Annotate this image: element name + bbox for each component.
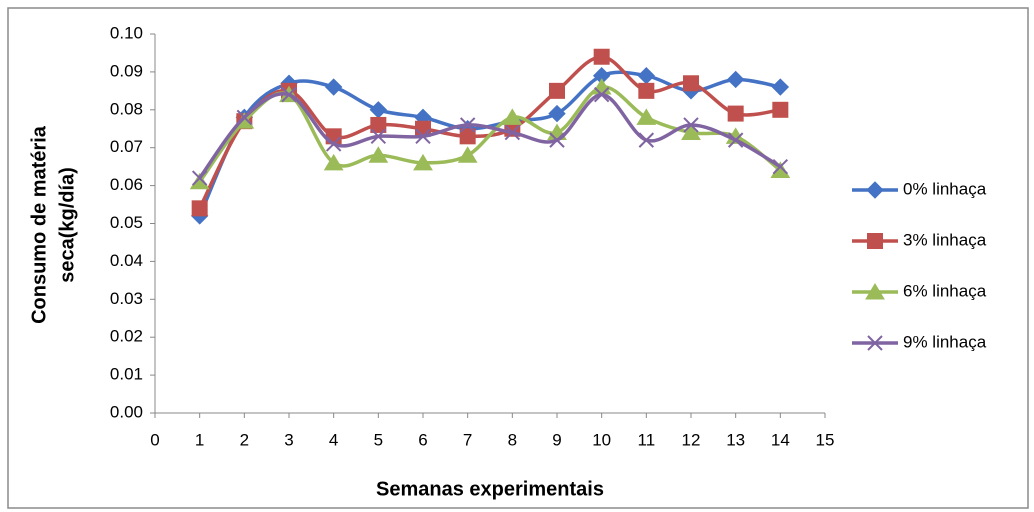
marker [638, 82, 655, 99]
marker [549, 82, 565, 99]
marker [236, 109, 253, 126]
x-tick-label: 4 [329, 430, 338, 449]
marker [548, 104, 566, 123]
marker [593, 86, 610, 103]
legend-label: 9% linhaça [903, 332, 987, 351]
marker [324, 78, 343, 96]
marker [368, 146, 389, 163]
y-tick-label: 0.04 [110, 251, 143, 270]
marker [323, 153, 344, 171]
y-tick-label: 0.06 [110, 175, 143, 194]
marker [772, 101, 789, 118]
marker [370, 116, 387, 133]
marker [867, 233, 883, 249]
x-tick-label: 3 [284, 430, 293, 449]
marker [413, 153, 433, 171]
y-tick-label: 0.05 [110, 213, 143, 232]
marker [727, 132, 744, 148]
marker [636, 108, 657, 125]
marker [325, 136, 342, 152]
legend-label: 0% linhaça [903, 179, 987, 198]
marker [504, 124, 521, 141]
marker [459, 117, 476, 133]
y-tick-label: 0.01 [110, 365, 143, 384]
marker [638, 132, 655, 148]
x-tick-label: 11 [638, 430, 656, 449]
x-tick-label: 14 [771, 430, 790, 449]
marker [772, 158, 789, 175]
y-tick-label: 0.08 [110, 99, 143, 118]
marker [415, 128, 431, 145]
marker [726, 70, 745, 89]
y-tick-label: 0.10 [110, 23, 143, 42]
x-tick-label: 0 [150, 430, 159, 449]
x-tick-label: 5 [374, 430, 383, 449]
legend-label: 6% linhaça [903, 281, 987, 300]
marker [683, 117, 699, 133]
y-axis-label: seca(kg/día) [56, 167, 78, 283]
y-tick-label: 0.02 [110, 327, 143, 346]
marker [867, 335, 883, 351]
marker [370, 128, 387, 145]
marker [281, 86, 297, 103]
x-tick-label: 7 [463, 430, 472, 449]
legend-label: 3% linhaça [903, 230, 987, 249]
marker [681, 123, 701, 141]
y-axis-label: Consumo de matéria [28, 125, 50, 324]
marker [502, 108, 523, 125]
x-tick-label: 6 [418, 430, 427, 449]
marker [683, 75, 699, 92]
marker [191, 170, 208, 186]
marker [771, 78, 790, 96]
marker [549, 132, 565, 148]
marker [593, 48, 610, 65]
y-tick-label: 0.00 [110, 402, 143, 421]
x-tick-label: 8 [508, 430, 517, 449]
x-tick-label: 12 [682, 430, 701, 449]
y-tick-label: 0.03 [110, 289, 143, 308]
x-tick-label: 2 [240, 430, 249, 449]
chart-border [7, 7, 1029, 509]
x-tick-label: 15 [816, 430, 835, 449]
marker [866, 181, 884, 199]
x-tick-label: 13 [726, 430, 745, 449]
marker [727, 105, 744, 122]
x-tick-label: 9 [552, 430, 561, 449]
x-tick-label: 10 [592, 430, 611, 449]
marker [457, 146, 478, 163]
x-tick-label: 1 [195, 430, 204, 449]
marker [865, 283, 885, 300]
marker [459, 128, 476, 145]
marker [191, 200, 208, 217]
x-axis-label: Semanas experimentais [376, 478, 604, 500]
y-tick-label: 0.07 [110, 137, 143, 156]
y-tick-label: 0.09 [110, 61, 143, 80]
